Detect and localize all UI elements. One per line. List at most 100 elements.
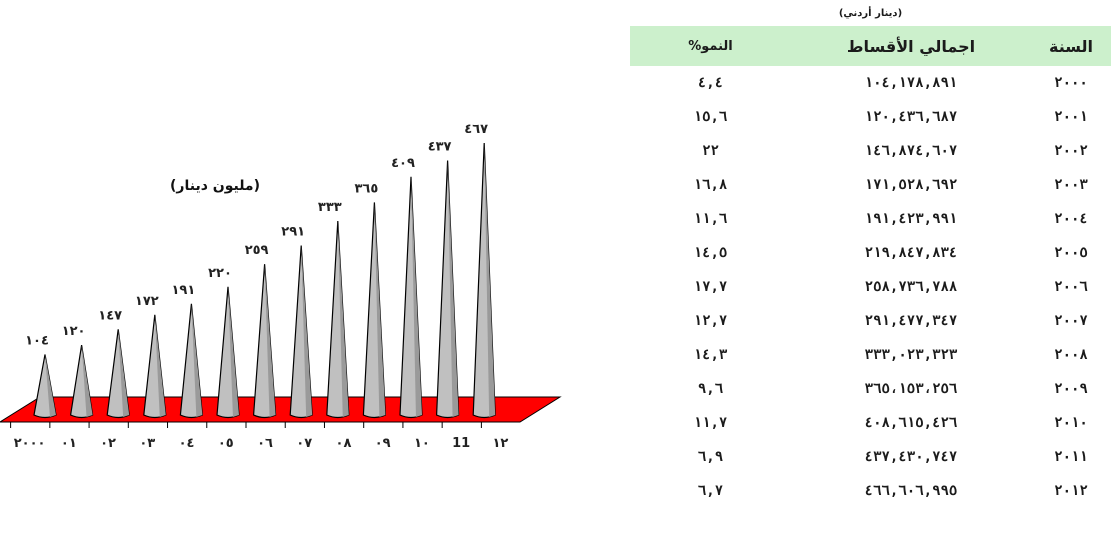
x-tick-label: ٠٤ (179, 436, 195, 451)
bar-cone-shade (301, 245, 313, 417)
premiums-table-area: (دينار أردني) السنة اجمالي الأقساط النمو… (630, 0, 1111, 552)
bar-cone-shade (264, 264, 276, 417)
cell-total: ٢١٩,٨٤٧,٨٣٤ (864, 245, 958, 261)
x-tick-label: ٠١ (61, 436, 77, 451)
bar-cone-shade (484, 143, 496, 417)
cell-year: ٢٠١٢ (1054, 483, 1088, 499)
bar-value-label: ١٤٧ (98, 308, 122, 323)
bar-value-label: ٣٦٥ (354, 181, 378, 196)
table-row: ٢٠٠٠ ١٠٤,١٧٨,٨٩١ ٤,٤ (630, 66, 1111, 100)
cell-total: ٢٥٨,٧٣٦,٧٨٨ (864, 279, 958, 295)
x-tick-label: ٠٥ (218, 436, 234, 451)
x-tick-label: ٠٧ (296, 436, 312, 451)
cell-year: ٢٠٠١ (1054, 109, 1088, 125)
cell-growth: ١٢,٧ (693, 313, 728, 329)
cell-total: ٢٩١,٤٧٧,٣٤٧ (864, 313, 958, 329)
cell-growth: ٦,٩ (697, 449, 724, 465)
cell-growth: ١٧,٧ (693, 279, 728, 295)
cell-growth: ١٦,٨ (693, 177, 728, 193)
x-tick-label: ١٢ (492, 436, 508, 451)
x-tick-label: ٠٣ (139, 436, 155, 451)
cell-year: ٢٠٠٦ (1054, 279, 1088, 295)
chart-unit-label: (مليون دينار) (170, 178, 260, 194)
cell-total: ٣٣٣,٠٢٣,٣٢٣ (864, 347, 958, 363)
cell-total: ٤٦٦,٦٠٦,٩٩٥ (864, 483, 958, 499)
cell-total: ١٤٦,٨٧٤,٦٠٧ (864, 143, 958, 159)
cell-growth: ١٤,٥ (693, 245, 728, 261)
bar-cone-shade (411, 176, 422, 417)
cell-year: ٢٠٠٣ (1054, 177, 1088, 193)
cell-growth: ٦,٧ (697, 483, 724, 499)
table-row: ٢٠٠٣ ١٧١,٥٢٨,٦٩٢ ١٦,٨ (630, 168, 1111, 202)
x-tick-label: ٢٠٠٠ (14, 436, 46, 451)
bar-cone-shade (447, 160, 459, 417)
bar-value-label: ١٢٠ (62, 324, 86, 339)
x-tick-label: ٠٦ (257, 436, 273, 451)
table-row: ٢٠٠٤ ١٩١,٤٢٣,٩٩١ ١١,٦ (630, 202, 1111, 236)
bar-cone-shade (228, 286, 239, 417)
cell-year: ٢٠٠٤ (1054, 211, 1088, 227)
table-row: ٢٠١٠ ٤٠٨,٦١٥,٤٢٦ ١١,٧ (630, 406, 1111, 440)
bar-value-label: ١٩١ (171, 283, 195, 298)
cell-total: ٣٦٥،١٥٣،٢٥٦ (864, 381, 958, 397)
cell-growth: ٢٢ (702, 143, 719, 159)
table-row: ٢٠٠٥ ٢١٩,٨٤٧,٨٣٤ ١٤,٥ (630, 236, 1111, 270)
table-row: ٢٠١١ ٤٣٧,٤٣٠,٧٤٧ ٦,٩ (630, 440, 1111, 474)
cell-year: ٢٠٠٧ (1054, 313, 1088, 329)
cell-growth: ١١,٦ (693, 211, 728, 227)
bar-value-label: ٢٢٠ (208, 266, 232, 281)
cell-total: ٤٣٧,٤٣٠,٧٤٧ (864, 449, 958, 465)
bar-cone-shade (154, 314, 166, 417)
bar-cone-shade (374, 202, 386, 417)
table-row: ٢٠٠٧ ٢٩١,٤٧٧,٣٤٧ ١٢,٧ (630, 304, 1111, 338)
cell-total: ١٢٠,٤٣٦,٦٨٧ (864, 109, 958, 125)
bar-value-label: ٤٦٧ (464, 122, 488, 137)
x-tick-label: ٠٩ (375, 436, 391, 451)
cell-year: ٢٠٠٠ (1054, 75, 1088, 91)
cell-total: ١٧١,٥٢٨,٦٩٢ (864, 177, 958, 193)
bar-cone-shade (118, 329, 130, 417)
bar-cone-shade (337, 221, 349, 417)
cell-year: ٢٠٠٢ (1054, 143, 1088, 159)
cell-total: ١٠٤,١٧٨,٨٩١ (864, 75, 958, 91)
bar-cone-shade (45, 354, 56, 417)
bar-value-label: ٤٣٧ (428, 139, 452, 154)
bar-value-label: ٣٣٣ (318, 200, 342, 215)
cell-growth: ١١,٧ (693, 415, 728, 431)
header-year: السنة (1031, 26, 1111, 66)
cell-growth: ٩,٦ (697, 381, 724, 397)
cell-total: ١٩١,٤٢٣,٩٩١ (864, 211, 958, 227)
bar-value-label: ٤٠٩ (391, 156, 415, 171)
table-unit-note: (دينار أردني) (838, 8, 903, 19)
bar-value-label: ٢٥٩ (245, 243, 269, 258)
bar-value-label: ١٧٢ (135, 294, 159, 309)
chart-area: ١٠٤ ١٢٠ ١٤٧ ١٧٢ ١٩١ ٢٢٠ ٢٥٩ ٢٩١ ٣٣٣ ٣٦٥ ٤٠٩ ٤٣٧ ٤٦٧ … (0, 110, 600, 480)
cell-year: ٢٠١٠ (1054, 415, 1088, 431)
table-row: ٢٠٠٦ ٢٥٨,٧٣٦,٧٨٨ ١٧,٧ (630, 270, 1111, 304)
x-tick-label: ٠٢ (100, 436, 116, 451)
table-row: ٢٠٠١ ١٢٠,٤٣٦,٦٨٧ ١٥,٦ (630, 100, 1111, 134)
cone-chart: ١٠٤١٢٠١٤٧١٧٢١٩١٢٢٠٢٥٩٢٩١٣٣٣٣٦٥٤٠٩٤٣٧٤٦٧ … (0, 122, 562, 451)
table-row: ٢٠١٢ ٤٦٦,٦٠٦,٩٩٥ ٦,٧ (630, 474, 1111, 508)
bar-value-label: ١٠٤ (25, 333, 49, 348)
cell-year: ٢٠٠٩ (1054, 381, 1088, 397)
cell-year: ٢٠١١ (1054, 449, 1088, 465)
x-tick-label: 11 (452, 436, 470, 451)
premiums-table: السنة اجمالي الأقساط النمو% ٢٠٠٠ ١٠٤,١٧٨,… (630, 26, 1111, 508)
x-tick-label: ١٠ (414, 436, 430, 451)
x-tick-label: ٠٨ (336, 436, 352, 451)
cell-growth: ١٥,٦ (693, 109, 728, 125)
table-row: ٢٠٠٢ ١٤٦,٨٧٤,٦٠٧ ٢٢ (630, 134, 1111, 168)
bar-cone-shade (81, 345, 93, 417)
table-header-row: السنة اجمالي الأقساط النمو% (630, 26, 1111, 66)
table-row: ٢٠٠٨ ٣٣٣,٠٢٣,٣٢٣ ١٤,٣ (630, 338, 1111, 372)
header-growth: النمو% (630, 26, 791, 66)
cell-total: ٤٠٨,٦١٥,٤٢٦ (864, 415, 958, 431)
bar-value-label: ٢٩١ (281, 225, 305, 240)
cell-growth: ٤,٤ (697, 75, 724, 91)
header-total: اجمالي الأقساط (791, 26, 1031, 66)
cell-year: ٢٠٠٨ (1054, 347, 1088, 363)
cell-year: ٢٠٠٥ (1054, 245, 1088, 261)
table-row: ٢٠٠٩ ٣٦٥،١٥٣،٢٥٦ ٩,٦ (630, 372, 1111, 406)
bar-cone-shade (191, 303, 203, 417)
